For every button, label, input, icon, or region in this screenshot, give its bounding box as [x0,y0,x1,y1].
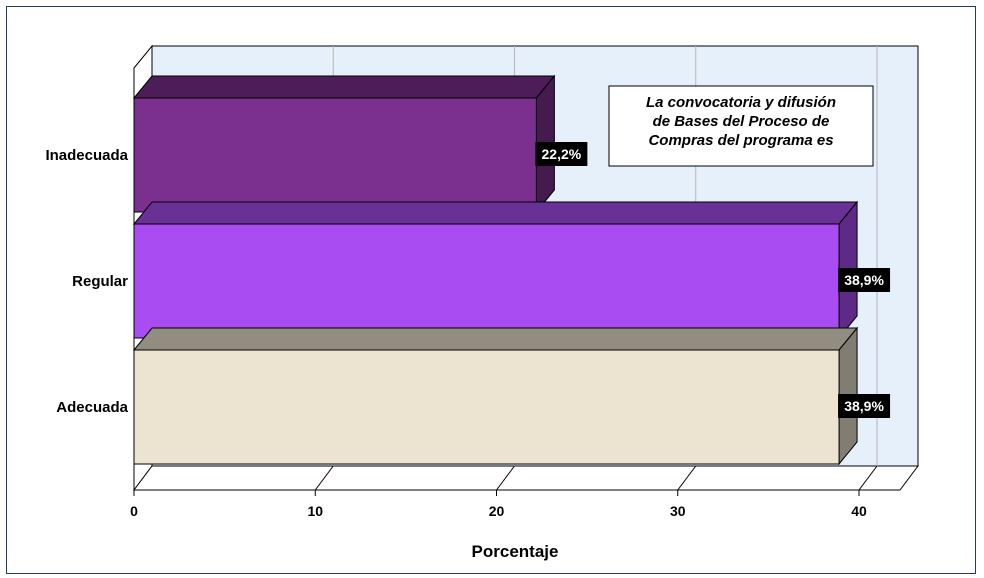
category-label: Adecuada [56,399,128,416]
bar-front-face [133,349,840,465]
bars [132,74,859,466]
data-label-bg [535,142,588,166]
x-axis-ticks: 0 10 20 30 40 [130,490,867,519]
category-label: Regular [72,273,128,290]
floor-gridline [677,465,697,491]
x-axis-label: Porcentaje [472,542,559,561]
floor-gridline [858,465,878,491]
x-tick-label: 20 [489,503,505,519]
data-label: 38,9% [838,268,891,292]
floor-gridline [496,465,515,491]
x-tick-label: 30 [670,503,686,519]
data-label-text: 38,9% [844,272,884,288]
annotation-box: La convocatoria y difusión de Bases del … [608,85,874,167]
category-label: Inadecuada [45,147,128,164]
bar-top-face [132,327,859,351]
data-label-bg [838,268,891,292]
data-label-text: 22,2% [542,146,582,162]
x-tick-label: 10 [307,503,323,519]
floor-gridline [314,465,334,491]
bar-top-face [132,75,556,99]
annotation-line-3: Compras del programa es [648,132,833,149]
bar [132,326,859,466]
annotation-line-1: La convocatoria y difusión [646,94,836,111]
bar [132,74,556,214]
data-label: 38,9% [838,394,891,418]
x-tick-label: 40 [851,503,867,519]
x-tick-label: 0 [130,503,138,519]
bar-top-face [132,201,859,225]
data-label-text: 38,9% [844,398,884,414]
category-labels: Inadecuada Regular Adecuada [45,147,128,416]
data-labels: 22,2% 38,9% 38,9% [535,142,891,418]
annotation-line-2: de Bases del Proceso de [653,113,830,130]
data-label-bg [838,394,891,418]
bar [132,200,859,340]
data-label: 22,2% [535,142,588,166]
bar-front-face [133,223,840,339]
bar-front-face [133,97,537,213]
